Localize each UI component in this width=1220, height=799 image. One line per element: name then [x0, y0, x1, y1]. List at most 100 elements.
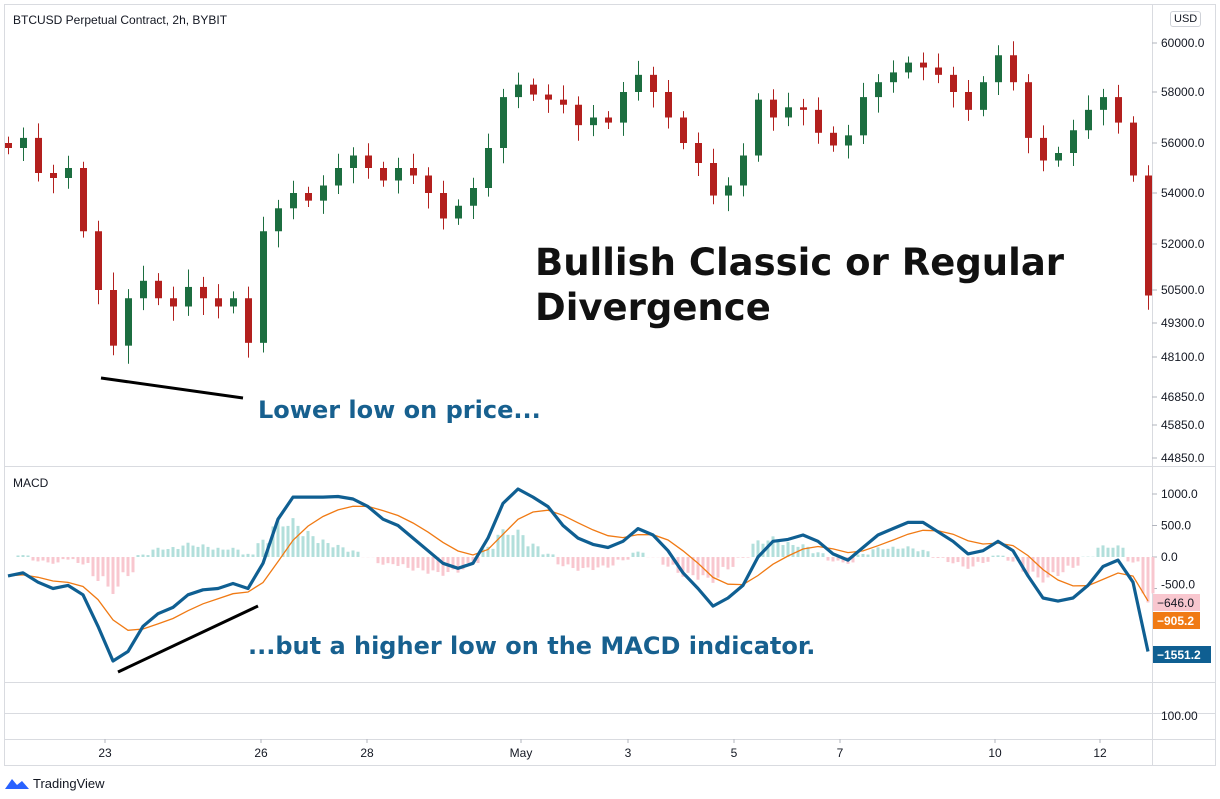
candle-down: [710, 163, 717, 196]
histogram-bar: [226, 549, 230, 557]
histogram-bar: [271, 526, 275, 557]
histogram-bar: [986, 557, 990, 562]
histogram-bar: [51, 557, 55, 564]
histogram-bar: [696, 557, 700, 580]
histogram-bar: [61, 557, 65, 560]
histogram-bar: [316, 543, 320, 557]
histogram-bar: [71, 557, 75, 560]
histogram-bar: [896, 548, 900, 557]
histogram-bar: [421, 557, 425, 571]
candle-down: [215, 298, 222, 307]
candle-up: [635, 74, 642, 92]
histogram-bar: [356, 551, 360, 557]
histogram-bar: [881, 549, 885, 557]
histogram-bar: [506, 534, 510, 557]
candle-down: [305, 193, 312, 201]
histogram-bar: [741, 557, 745, 558]
candle-up: [1070, 130, 1077, 153]
histogram-bar: [286, 525, 290, 557]
histogram-bar: [601, 557, 605, 566]
candle-down: [1025, 82, 1032, 138]
candle-up: [1085, 109, 1092, 131]
histogram-bar: [571, 557, 575, 569]
histogram-bar: [921, 549, 925, 557]
histogram-bar: [636, 551, 640, 557]
histogram-bar: [46, 557, 50, 563]
time-tick-label: 28: [360, 746, 374, 760]
histogram-bar: [431, 557, 435, 571]
histogram-bar: [931, 557, 935, 558]
histogram-bar: [526, 546, 530, 557]
histogram-bar: [1021, 557, 1025, 572]
histogram-bar: [1146, 557, 1150, 603]
candle-up: [500, 97, 507, 148]
candle-down: [440, 193, 447, 219]
signal-line: [7, 505, 1149, 631]
candle-up: [890, 72, 897, 83]
histogram-bar: [391, 557, 395, 565]
candle-up: [185, 286, 192, 307]
price-tick-label: 54000.0: [1161, 186, 1205, 200]
histogram-bar: [586, 557, 590, 568]
histogram-bar: [751, 543, 755, 557]
histogram-bar: [971, 557, 975, 567]
candle-down: [365, 155, 372, 168]
candle-up: [995, 55, 1002, 83]
price-lower-low-line: [100, 376, 244, 400]
histogram-bar: [346, 551, 350, 557]
histogram-bar: [256, 543, 260, 557]
macd-tick-label: 0.0: [1161, 550, 1178, 564]
histogram-bar: [171, 547, 175, 557]
histogram-bar: [726, 557, 730, 570]
candle-up: [20, 137, 27, 148]
chart-frame: [4, 4, 1216, 766]
time-tick-label: 26: [254, 746, 268, 760]
currency-button[interactable]: USD: [1170, 11, 1202, 27]
histogram-bar: [231, 547, 235, 557]
tradingview-logo[interactable]: TradingView: [4, 775, 105, 791]
histogram-bar: [626, 557, 630, 560]
histogram-bar: [996, 555, 1000, 557]
candle-down: [80, 168, 87, 232]
histogram-value-label-bg: [1153, 594, 1200, 611]
histogram-bar: [641, 552, 645, 557]
histogram-bar: [691, 557, 695, 576]
histogram-bar: [441, 557, 445, 576]
histogram-bar: [76, 557, 80, 563]
candle-down: [50, 173, 57, 178]
candle-down: [830, 132, 837, 146]
chart-title: BTCUSD Perpetual Contract, 2h, BYBIT: [13, 13, 228, 27]
histogram-bar: [66, 557, 70, 560]
candle-up: [395, 168, 402, 181]
histogram-bar: [966, 557, 970, 569]
histogram-bar: [56, 557, 60, 563]
candle-down: [665, 92, 672, 118]
histogram-bar: [746, 557, 750, 558]
histogram-bar: [96, 557, 100, 581]
histogram-bar: [251, 554, 255, 557]
macd-value-label-bg: [1153, 646, 1211, 663]
candle-down: [245, 298, 252, 343]
headline-line-1: Bullish Classic or Regular: [535, 241, 1065, 284]
histogram-bar: [31, 557, 35, 561]
candle-down: [530, 84, 537, 95]
candle-down: [650, 74, 657, 92]
histogram-bar: [566, 557, 570, 565]
candle-down: [200, 286, 207, 299]
histogram-bar: [261, 539, 265, 557]
histogram-bar: [281, 526, 285, 557]
histogram-bar: [886, 548, 890, 557]
histogram-bar: [981, 557, 985, 564]
candle-up: [755, 99, 762, 156]
time-tick-label: 5: [731, 746, 738, 760]
histogram-bar: [311, 536, 315, 557]
candle-up: [785, 107, 792, 118]
candle-down: [95, 231, 102, 290]
histogram-bar: [771, 536, 775, 557]
histogram-bar: [806, 546, 810, 557]
price-tick-label: 50500.0: [1161, 283, 1205, 297]
histogram-bar: [1131, 557, 1135, 563]
histogram-bar: [126, 557, 130, 577]
